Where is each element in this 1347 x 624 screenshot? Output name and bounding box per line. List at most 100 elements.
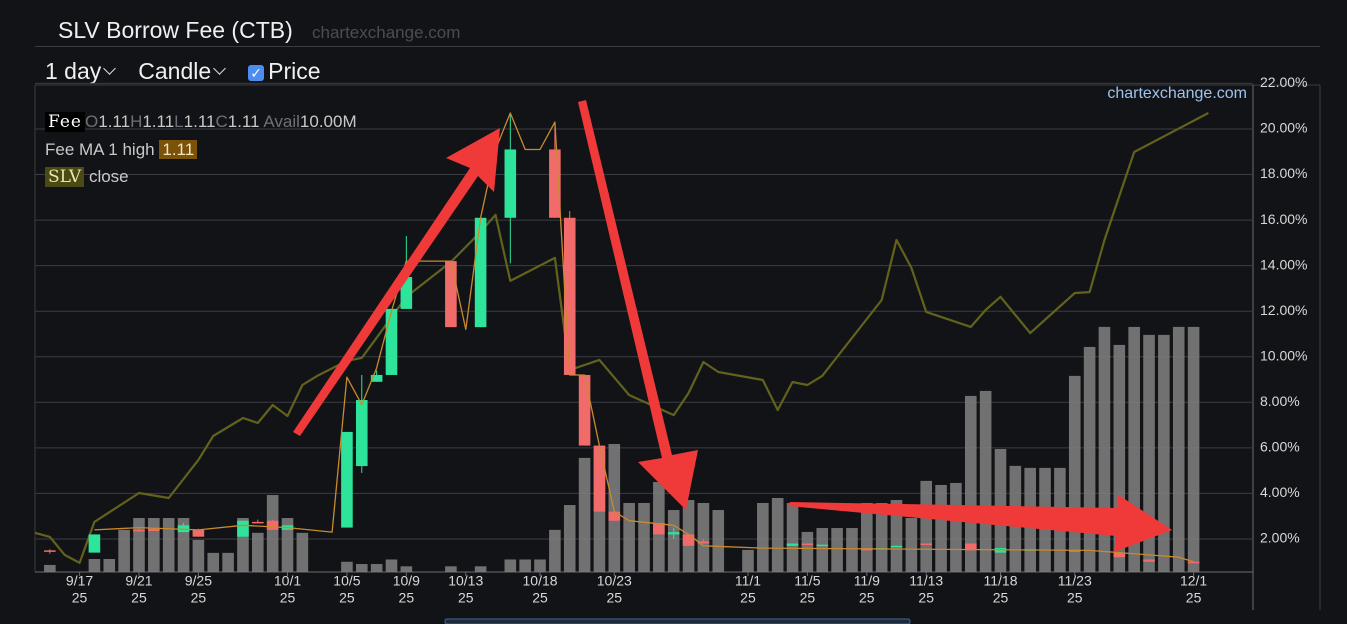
bar bbox=[549, 529, 561, 572]
x-tick-year: 25 bbox=[800, 590, 816, 606]
bar bbox=[148, 518, 160, 572]
bar bbox=[831, 528, 843, 572]
y-tick-label: 18.00% bbox=[1260, 165, 1307, 181]
bar bbox=[1128, 326, 1140, 572]
bar bbox=[816, 528, 829, 572]
x-tick-year: 25 bbox=[1186, 590, 1202, 606]
x-tick-year: 25 bbox=[339, 590, 355, 606]
bar bbox=[133, 518, 145, 572]
bar bbox=[1143, 334, 1155, 572]
y-tick-label: 20.00% bbox=[1260, 120, 1307, 136]
watermark: chartexchange.com bbox=[1107, 85, 1247, 102]
bar bbox=[846, 528, 858, 572]
candle-body bbox=[964, 543, 977, 551]
y-tick-label: 10.00% bbox=[1260, 347, 1307, 363]
x-tick-label: 10/13 bbox=[448, 573, 483, 589]
annotations bbox=[293, 100, 1172, 552]
price-tag: SLV bbox=[45, 167, 85, 187]
x-tick-year: 25 bbox=[72, 590, 88, 606]
header-divider bbox=[35, 46, 1320, 47]
y-tick-label: 12.00% bbox=[1260, 302, 1307, 318]
bar bbox=[905, 518, 918, 572]
scroll-bar bbox=[444, 618, 911, 624]
bar bbox=[757, 502, 769, 572]
candle-body bbox=[44, 550, 56, 552]
avail-value: 10.00M bbox=[299, 112, 357, 131]
candle-body bbox=[355, 400, 368, 467]
candle-body bbox=[1068, 550, 1081, 552]
bar bbox=[504, 559, 517, 572]
price-field: close bbox=[88, 167, 129, 186]
price-label: Price bbox=[268, 58, 321, 84]
legend-row: SLV close bbox=[45, 163, 357, 191]
x-tick-year: 25 bbox=[607, 590, 623, 606]
bar bbox=[608, 443, 621, 572]
candle-body bbox=[400, 277, 413, 309]
candle-body bbox=[237, 520, 249, 537]
y-tick-label: 16.00% bbox=[1260, 211, 1307, 227]
bar bbox=[935, 484, 947, 572]
bar bbox=[786, 502, 799, 572]
candle-body bbox=[890, 545, 903, 548]
checkbox[interactable]: ✓ bbox=[248, 65, 265, 81]
candle-body bbox=[1187, 561, 1200, 564]
ohlc-value: 1.11 bbox=[227, 112, 260, 131]
bar bbox=[920, 480, 933, 572]
bar bbox=[964, 395, 977, 572]
bar bbox=[103, 559, 116, 572]
bar bbox=[667, 510, 680, 572]
bar bbox=[118, 529, 130, 572]
title: SLV Borrow Fee (CTB) bbox=[58, 17, 293, 43]
bar bbox=[1158, 334, 1170, 572]
candle-body bbox=[370, 374, 383, 382]
x-tick-year: 25 bbox=[859, 590, 875, 606]
ohlc-key: H bbox=[130, 112, 143, 131]
y-tick-label: 22.00% bbox=[1260, 74, 1307, 90]
y-tick-label: 8.00% bbox=[1260, 393, 1300, 409]
x-tick-year: 25 bbox=[1067, 590, 1083, 606]
x-tick-label: 9/25 bbox=[185, 573, 212, 589]
x-tick-year: 25 bbox=[131, 590, 147, 606]
bar bbox=[861, 502, 873, 572]
candle-body bbox=[504, 149, 517, 218]
ohlc-value: 1.11 bbox=[98, 112, 131, 131]
candle-body bbox=[88, 534, 101, 553]
bar bbox=[192, 539, 205, 572]
interval-select[interactable]: 1 day bbox=[45, 58, 118, 85]
bar bbox=[237, 518, 249, 572]
arrow bbox=[788, 494, 1172, 552]
bar bbox=[623, 502, 635, 572]
bar bbox=[875, 502, 888, 572]
bar bbox=[1068, 375, 1081, 572]
x-tick-year: 25 bbox=[458, 590, 474, 606]
x-tick-year: 25 bbox=[993, 590, 1009, 606]
controls: 1 day Candle ✓ Price bbox=[45, 58, 321, 85]
bar bbox=[950, 482, 962, 572]
bar bbox=[474, 566, 487, 572]
bar bbox=[400, 566, 413, 572]
bar bbox=[519, 559, 531, 572]
x-tick-year: 25 bbox=[740, 590, 756, 606]
candle-body bbox=[786, 543, 799, 546]
bar bbox=[88, 559, 101, 572]
bar bbox=[890, 500, 903, 572]
x-tick-year: 25 bbox=[918, 590, 934, 606]
candle-body bbox=[549, 149, 561, 218]
x-tick-label: 10/5 bbox=[333, 573, 360, 589]
candle-body bbox=[816, 544, 829, 547]
style-label: Candle bbox=[138, 58, 212, 84]
arrow bbox=[578, 100, 698, 510]
price-toggle[interactable]: ✓ Price bbox=[248, 58, 321, 85]
avail-key: Avail bbox=[263, 112, 300, 131]
bar bbox=[1172, 326, 1185, 572]
y-tick-label: 14.00% bbox=[1260, 256, 1307, 272]
bar bbox=[355, 564, 368, 572]
bar bbox=[177, 518, 190, 572]
x-tick-year: 25 bbox=[280, 590, 296, 606]
candle-body bbox=[474, 217, 487, 328]
style-select[interactable]: Candle bbox=[138, 58, 228, 85]
candle-body bbox=[252, 521, 264, 524]
candle-body bbox=[608, 511, 621, 521]
ohlc-key: O bbox=[85, 112, 99, 131]
